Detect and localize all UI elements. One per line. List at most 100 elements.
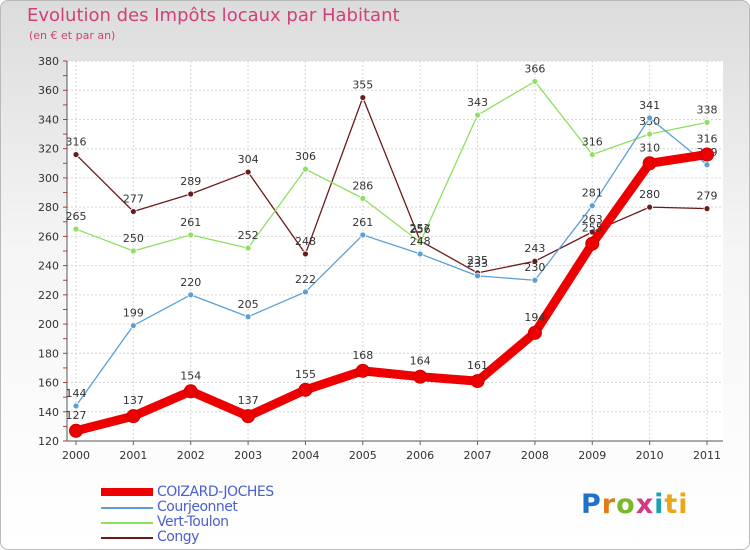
data-point-vert-toulon xyxy=(187,231,195,239)
x-tick-label: 2005 xyxy=(349,449,377,462)
data-point-congy xyxy=(531,257,539,265)
data-label-congy: 289 xyxy=(180,175,201,188)
data-point-coizard-joches xyxy=(355,363,370,378)
data-point-coizard-joches xyxy=(126,409,141,424)
series-line-vert-toulon xyxy=(75,80,708,252)
data-point-vert-toulon xyxy=(416,238,424,246)
y-tick-label: 220 xyxy=(38,289,59,302)
series-line-courjeonnet xyxy=(75,117,708,407)
x-tick-label: 2008 xyxy=(521,449,549,462)
y-tick-label: 300 xyxy=(38,172,59,185)
data-point-coizard-joches xyxy=(69,423,83,438)
data-label-coizard-joches: 194 xyxy=(524,311,545,324)
data-point-vert-toulon xyxy=(359,194,367,202)
data-label-coizard-joches: 137 xyxy=(123,394,144,407)
data-point-courjeonnet xyxy=(588,202,596,210)
data-label-congy: 248 xyxy=(295,235,316,248)
data-label-vert-toulon: 316 xyxy=(582,136,603,149)
legend-label-congy: Congy xyxy=(157,529,199,545)
data-point-courjeonnet xyxy=(302,288,309,296)
data-label-courjeonnet: 341 xyxy=(639,99,660,112)
data-label-congy: 263 xyxy=(582,213,603,226)
data-point-congy xyxy=(359,94,367,101)
x-tick-label: 2003 xyxy=(234,449,262,462)
y-tick-label: 180 xyxy=(38,347,59,360)
y-tick-label: 380 xyxy=(38,55,59,68)
data-label-vert-toulon: 286 xyxy=(352,179,373,192)
data-point-coizard-joches xyxy=(298,382,313,397)
data-point-courjeonnet xyxy=(416,250,424,258)
legend-swatch-courjeonnet xyxy=(101,507,153,509)
series-line-coizard-joches xyxy=(71,150,712,436)
data-label-vert-toulon: 261 xyxy=(180,216,201,229)
x-tick-label: 2009 xyxy=(578,449,606,462)
proxiti-logo: Proxiti xyxy=(581,489,689,520)
data-point-courjeonnet xyxy=(129,322,137,329)
x-tick-label: 2007 xyxy=(464,449,492,462)
data-point-congy xyxy=(302,250,309,258)
data-point-congy xyxy=(703,205,711,213)
data-label-coizard-joches: 154 xyxy=(180,369,201,382)
data-label-coizard-joches: 161 xyxy=(467,359,488,372)
data-point-congy xyxy=(187,190,195,198)
data-label-courjeonnet: 261 xyxy=(352,216,373,229)
legend-label-vert-toulon: Vert-Toulon xyxy=(157,514,229,530)
y-tick-label: 340 xyxy=(38,113,59,126)
data-label-coizard-joches: 255 xyxy=(582,222,603,235)
data-point-courjeonnet xyxy=(72,402,80,410)
data-point-coizard-joches xyxy=(183,384,198,399)
y-tick-label: 140 xyxy=(38,406,59,419)
data-point-coizard-joches xyxy=(700,147,714,162)
data-label-vert-toulon: 265 xyxy=(66,210,87,223)
y-tick-label: 240 xyxy=(38,260,59,273)
data-label-courjeonnet: 248 xyxy=(410,235,431,248)
data-point-courjeonnet xyxy=(474,272,481,280)
data-label-coizard-joches: 127 xyxy=(66,409,87,422)
data-point-vert-toulon xyxy=(302,165,309,173)
y-tick-label: 320 xyxy=(38,143,59,156)
y-tick-label: 260 xyxy=(38,230,59,243)
data-point-vert-toulon xyxy=(703,118,711,126)
data-label-coizard-joches: 137 xyxy=(238,394,259,407)
chart-subtitle: (en € et par an) xyxy=(29,29,116,42)
data-label-coizard-joches: 164 xyxy=(410,355,431,368)
data-label-vert-toulon: 252 xyxy=(238,229,259,242)
data-label-vert-toulon: 343 xyxy=(467,96,488,109)
data-label-vert-toulon: 330 xyxy=(639,115,660,128)
data-label-congy: 279 xyxy=(697,190,718,203)
data-label-courjeonnet: 281 xyxy=(582,187,603,200)
y-tick-label: 280 xyxy=(38,201,59,214)
data-label-courjeonnet: 144 xyxy=(66,387,87,400)
data-point-courjeonnet xyxy=(187,291,195,299)
data-point-vert-toulon xyxy=(474,111,481,119)
data-point-vert-toulon xyxy=(531,78,539,85)
data-point-congy xyxy=(646,203,654,211)
data-point-vert-toulon xyxy=(244,244,252,252)
data-label-courjeonnet: 199 xyxy=(123,307,144,320)
data-label-congy: 243 xyxy=(524,242,545,255)
data-label-vert-toulon: 306 xyxy=(295,150,316,163)
legend-label-courjeonnet: Courjeonnet xyxy=(157,499,238,515)
data-label-courjeonnet: 222 xyxy=(295,273,316,286)
data-label-congy: 304 xyxy=(238,153,259,166)
x-tick-label: 2000 xyxy=(62,449,90,462)
y-tick-label: 200 xyxy=(38,318,59,331)
data-point-coizard-joches xyxy=(585,236,600,251)
legend-label-coizard-joches: COIZARD-JOCHES xyxy=(157,484,274,500)
y-tick-label: 120 xyxy=(38,435,59,448)
data-label-courjeonnet: 205 xyxy=(238,298,259,311)
data-label-courjeonnet: 220 xyxy=(180,276,201,289)
data-point-courjeonnet xyxy=(531,276,539,284)
legend-swatch-coizard-joches xyxy=(101,488,153,496)
data-label-vert-toulon: 366 xyxy=(524,62,545,75)
data-label-congy: 235 xyxy=(467,254,488,267)
data-label-coizard-joches: 155 xyxy=(295,368,316,381)
data-label-congy: 277 xyxy=(123,193,144,206)
data-label-courjeonnet: 233 xyxy=(467,257,488,270)
data-point-vert-toulon xyxy=(588,151,596,158)
data-point-vert-toulon xyxy=(646,130,654,138)
x-tick-label: 2001 xyxy=(119,449,147,462)
data-point-coizard-joches xyxy=(642,156,657,171)
